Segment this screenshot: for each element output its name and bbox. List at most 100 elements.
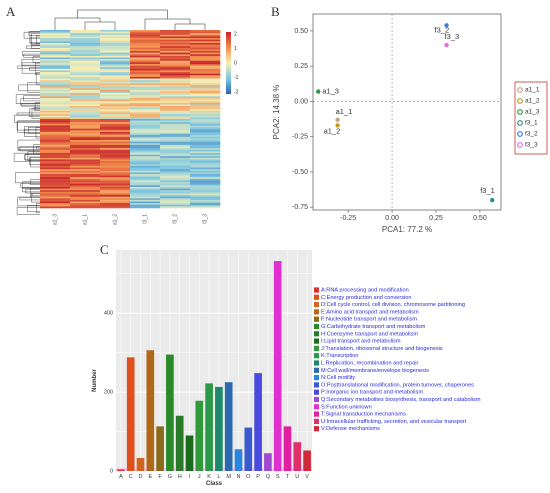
dendrogram-branch (30, 157, 40, 168)
legend-swatch (314, 418, 319, 424)
heatmap-cell (70, 49, 101, 52)
heatmap-cell (70, 76, 101, 79)
heatmap-cell (100, 133, 131, 136)
heatmap-cell (40, 199, 71, 202)
heatmap-cell (160, 76, 191, 79)
heatmap-cell (70, 97, 101, 100)
heatmap-cell (100, 34, 131, 37)
dendrogram-branch (36, 203, 40, 213)
heatmap-cell (190, 164, 221, 167)
x-axis-title: Class (206, 481, 223, 487)
heatmap-cell (130, 141, 161, 144)
heatmap-cell (160, 55, 191, 58)
heatmap-cell (100, 75, 131, 78)
heatmap-cell (70, 196, 101, 199)
heatmap-cell (160, 91, 191, 94)
x-tick-label: T (286, 474, 290, 480)
heatmap-cell (190, 112, 221, 115)
heatmap-cell (100, 114, 131, 117)
legend-label: a1_1 (525, 87, 540, 94)
heatmap-cell (100, 128, 131, 131)
heatmap-cell (70, 88, 101, 91)
heatmap-cell (100, 72, 131, 74)
heatmap-cell (190, 135, 221, 138)
heatmap-cell (160, 99, 191, 102)
heatmap-cell (160, 180, 191, 183)
heatmap-cell (160, 157, 191, 160)
heatmap-cell (70, 159, 101, 162)
heatmap-cell (40, 195, 71, 197)
heatmap-cell (190, 86, 221, 89)
heatmap-cell (70, 167, 101, 170)
heatmap-cell (70, 91, 101, 94)
heatmap-cell (190, 117, 221, 120)
heatmap-cell (100, 99, 131, 102)
dendrogram-branch (23, 129, 40, 134)
heatmap-cell (190, 120, 221, 123)
heatmap-cell (160, 175, 191, 178)
heatmap-cell (160, 149, 191, 152)
point-label: a1_1 (336, 107, 353, 116)
heatmap-cell (190, 188, 221, 191)
heatmap-cell (70, 122, 101, 125)
heatmap-cell (40, 149, 71, 152)
heatmap-cell (70, 86, 101, 89)
heatmap-cell (190, 198, 221, 201)
heatmap-cell (100, 152, 131, 155)
heatmap-cell (160, 195, 191, 197)
heatmap-cell (190, 185, 221, 188)
heatmap-cell (70, 94, 101, 97)
heatmap-cell (160, 130, 191, 133)
legend-swatch (314, 411, 319, 417)
heatmap-cell (70, 70, 101, 73)
legend-label: f3_3 (525, 142, 538, 149)
heatmap-cell (100, 65, 131, 68)
heatmap-cell (100, 88, 131, 91)
heatmap-cell (70, 109, 101, 112)
heatmap-cell (70, 143, 101, 146)
heatmap-cell (70, 148, 101, 151)
bar (136, 457, 145, 471)
x-tick-label: 0.00 (385, 215, 399, 222)
dendrogram-branch (27, 151, 40, 161)
dendrogram-branch (14, 114, 40, 123)
heatmap-cell (130, 125, 161, 128)
heatmap-cell (160, 185, 191, 188)
heatmap-cell (40, 190, 71, 193)
heatmap-cell (160, 63, 191, 66)
heatmap-cell (130, 138, 161, 141)
y-tick-label: 0.50 (294, 28, 308, 35)
heatmap-cell (190, 169, 221, 172)
heatmap-cell (70, 169, 101, 172)
heatmap-cell (40, 119, 71, 121)
legend-swatch (314, 396, 319, 403)
dendrogram-branch (144, 18, 191, 30)
dendrogram-branch (35, 127, 40, 139)
heatmap-cell (70, 60, 101, 63)
heatmap-cell (70, 144, 101, 147)
heatmap-cell (100, 144, 131, 147)
heatmap-cell (160, 206, 191, 209)
heatmap-cell (190, 57, 221, 60)
heatmap-cell (130, 110, 161, 113)
heatmap-cell (190, 106, 221, 108)
heatmap-cell (160, 89, 191, 92)
heatmap-cell (130, 154, 161, 157)
heatmap-cell (190, 89, 221, 92)
heatmap-cell (130, 99, 161, 102)
dendrogram-branch (19, 146, 40, 152)
heatmap-cell (70, 119, 101, 121)
heatmap-cell (40, 96, 71, 99)
color-key-tick: 0 (234, 60, 237, 66)
heatmap-cell (130, 131, 161, 134)
heatmap-cell (160, 110, 191, 113)
color-key-tick: -1 (234, 75, 239, 81)
heatmap-cell (100, 106, 131, 108)
heatmap-cell (40, 127, 71, 130)
dendrogram-branch (26, 45, 40, 49)
heatmap-cell (130, 117, 161, 120)
heatmap-cell (40, 33, 71, 36)
heatmap-cell (160, 33, 191, 36)
heatmap-cell (70, 83, 101, 86)
x-tick-label: E (148, 474, 152, 480)
